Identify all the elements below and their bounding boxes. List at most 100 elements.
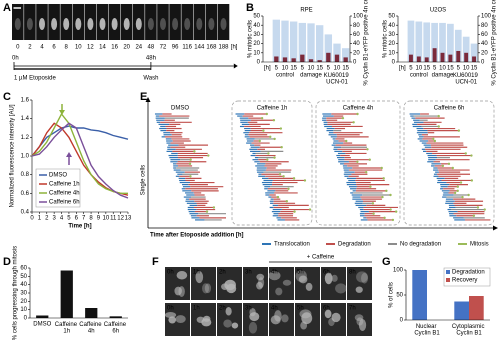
x-tick-label: Caffeine 1h [55,322,79,335]
tick-label: 5 [67,216,71,222]
x-tick-label: 15 [423,66,430,72]
x-tick-label: 10 [439,66,446,72]
bar [472,56,477,62]
tile-label: 4h [271,270,278,276]
cell [175,315,186,323]
tick-label: 20 [481,50,488,56]
tile-label: 0h [167,306,174,312]
axis-label: % Cyclin B1-eYFP positive 4n cells [492,0,498,86]
tick-label: 20 [20,299,27,305]
bar [424,57,429,62]
x-tick-label: 10 [282,66,289,72]
mitosis-mark [389,193,392,197]
tick-label: 7 [82,216,86,222]
micrograph-tile [191,267,216,300]
cell [111,18,118,30]
treatment-label: + Caffeine [307,255,335,261]
legend-box [443,267,491,287]
cell [305,282,313,291]
time-label: 12 [87,45,94,51]
time-label: 144 [194,45,205,51]
cell [75,18,82,30]
tick-label: 1.0 [21,154,30,160]
axis-arrow [493,225,498,231]
mitosis-mark [391,218,395,222]
bar [440,52,445,62]
mitosis-mark [382,177,385,180]
cell [14,18,21,30]
cell [195,271,204,284]
cell [176,271,188,280]
cell [324,272,333,285]
panel-label: A [3,2,11,14]
x-tick-label: 10 [308,66,315,72]
mitosis-mark [267,152,270,155]
time-label: 188 [218,45,229,51]
chart-title: U2OS [430,8,446,14]
mitosis-mark [189,158,192,161]
x-tick-label: Nuclear Cyclin B1 [414,324,440,337]
x-tick-label: 5 [457,66,461,72]
mitosis-mark [266,158,269,161]
tile-label: 8h [349,270,356,276]
cell [281,314,289,323]
line [31,112,128,194]
time-label: 48 [148,45,155,51]
cell [298,275,308,284]
mitosis-mark [447,162,451,166]
tick-label: 0.4 [21,210,30,216]
mitosis-mark [341,116,345,120]
bar [423,22,431,62]
tile-label: 2h [219,270,226,276]
mitosis-mark [437,114,440,118]
x-unit: [h] [264,66,271,72]
panel-label: G [382,256,391,268]
bar [317,60,322,62]
bar [454,301,469,320]
cell [123,18,130,30]
tick-label: 0 [481,60,485,66]
cell [335,283,347,294]
cell [295,270,307,282]
x-tick-label: 15 [471,66,478,72]
bar [281,20,289,63]
x-unit: [h] [399,66,406,72]
legend-swatch [446,270,450,274]
tile-label: 5h [297,306,304,312]
time-unit: [h] [231,45,238,51]
bar [334,54,340,62]
cell [201,318,212,327]
tick-label: 40 [353,41,360,47]
arrow-head [66,152,72,157]
cell [282,279,292,286]
tick-label: 40 [481,41,488,47]
panel-frame [231,100,313,226]
chart-title: RPE [300,8,312,14]
tile-label: 5h [297,270,304,276]
panel-label: C [3,91,11,103]
mitosis-mark [356,160,359,163]
cell [225,306,232,316]
bar [326,52,331,62]
timeline-label: 0h [12,56,19,62]
tick-label: 0.6 [21,191,30,197]
x-tick-label: 5 [433,66,437,72]
cell [355,286,363,293]
cell [160,18,166,30]
cell [172,18,179,30]
x-tick-label: 10 [415,66,422,72]
tile-label: 2h [219,306,226,312]
tick-label: 0 [30,216,34,222]
wash-label: Wash [143,76,158,82]
tick-label: 40 [388,23,395,29]
bar [412,270,427,320]
tick-label: 100 [481,14,492,20]
tick-label: 10 [388,50,395,56]
bar [333,43,341,62]
axis-arrow [145,97,151,102]
axis-label: Time [h] [68,224,91,230]
bar [315,25,324,62]
legend-label: Degradation [338,242,371,248]
legend-label: Caffeine 1h [49,182,80,188]
mitosis-mark [262,129,265,132]
